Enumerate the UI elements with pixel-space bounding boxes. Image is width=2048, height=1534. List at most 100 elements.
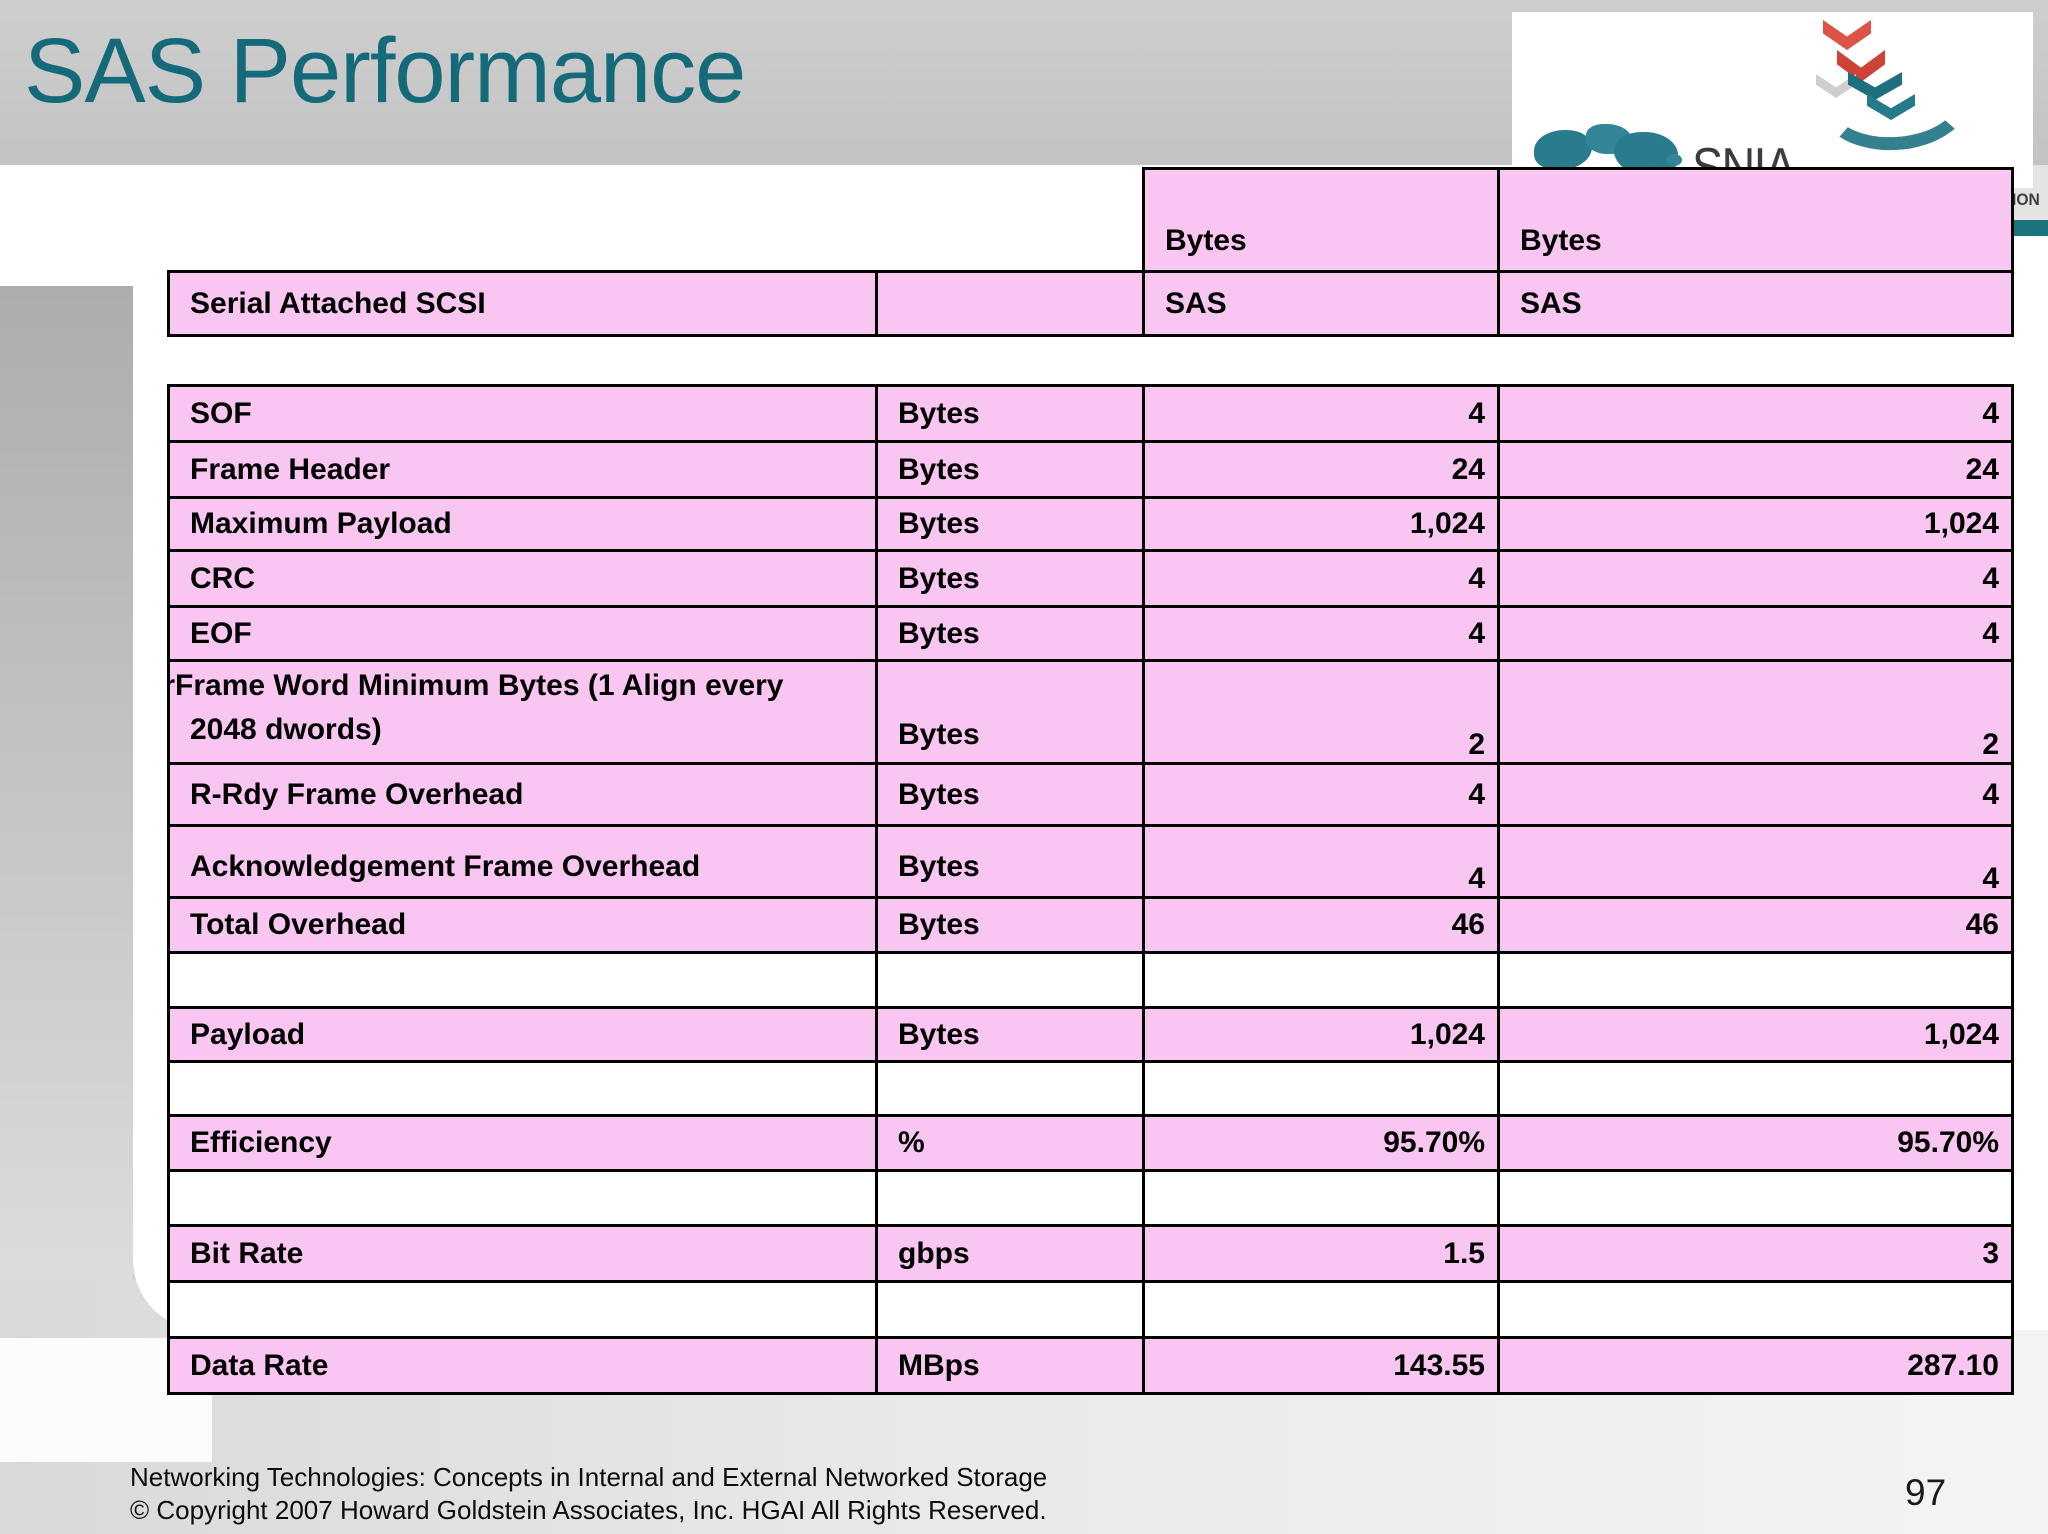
row-label: EOF (167, 605, 878, 662)
row-label: R-Rdy Frame Overhead (167, 762, 878, 827)
table-row-blank (167, 1060, 2014, 1117)
row-label: Acknowledgement Frame Overhead (167, 824, 878, 899)
row-label: Maximum Payload (167, 496, 878, 552)
row-value-sas2: 95.70% (1497, 1114, 2014, 1172)
row-unit: Bytes (875, 384, 1145, 443)
row-label: SOF (167, 384, 878, 443)
row-value-sas1: 4 (1142, 605, 1500, 662)
table-row-blank (167, 1280, 2014, 1339)
row-value-sas1: 4 (1142, 824, 1500, 899)
row-value-sas1: 4 (1142, 762, 1500, 827)
table-row-data-rate: Data Rate MBps 143.55 287.10 (167, 1336, 2014, 1395)
blank-cell (875, 951, 1145, 1009)
row-value-sas2: 4 (1497, 549, 2014, 608)
chevron-icon (1823, 20, 1871, 50)
row-label: Efficiency (167, 1114, 878, 1172)
page-number: 97 (1905, 1472, 1947, 1513)
header-cell-sas-1: SAS (1142, 270, 1500, 337)
row-value-sas1: 46 (1142, 896, 1500, 954)
snia-logo: SNIA (1512, 12, 2033, 196)
table-row-sof: SOF Bytes 4 4 (167, 384, 2014, 443)
header-spacer (169, 169, 1144, 272)
blank-cell (1142, 951, 1500, 1009)
blank-cell (875, 1169, 1145, 1227)
row-label: Bit Rate (167, 1224, 878, 1283)
table-row-ack: Acknowledgement Frame Overhead Bytes 4 4 (167, 824, 2014, 899)
row-value-sas1: 24 (1142, 440, 1500, 499)
blank-cell (1142, 1280, 1500, 1339)
row-value-sas2: 1,024 (1497, 1006, 2014, 1063)
blank-cell (167, 1169, 878, 1227)
row-value-sas2: 4 (1497, 605, 2014, 662)
table-row-total-overhead: Total Overhead Bytes 46 46 (167, 896, 2014, 954)
row-value-sas1: 4 (1142, 384, 1500, 443)
row-value-sas2: 1,024 (1497, 496, 2014, 552)
row-label: Frame Header (167, 440, 878, 499)
header-cell-empty (875, 270, 1145, 337)
row-unit: Bytes (875, 605, 1145, 662)
blank-cell (875, 1060, 1145, 1117)
row-value-sas1: 1,024 (1142, 496, 1500, 552)
row-unit: Bytes (875, 659, 1145, 765)
education-text-fragment: ION (2012, 190, 2040, 209)
table-row-frame-header: Frame Header Bytes 24 24 (167, 440, 2014, 499)
blank-cell (167, 1060, 878, 1117)
row-value-sas2: 4 (1497, 824, 2014, 899)
row-value-sas2: 287.10 (1497, 1336, 2014, 1395)
table-row-eof: EOF Bytes 4 4 (167, 605, 2014, 662)
row-unit: Bytes (875, 762, 1145, 827)
blank-cell (1497, 951, 2014, 1009)
row-label: CRC (167, 549, 878, 608)
row-value-sas2: 4 (1497, 384, 2014, 443)
row-unit: % (875, 1114, 1145, 1172)
row-unit: Bytes (875, 824, 1145, 899)
row-value-sas2: 2 (1497, 659, 2014, 765)
row-label: Data Rate (167, 1336, 878, 1395)
row-value-sas2: 24 (1497, 440, 2014, 499)
slide-title: SAS Performance (24, 20, 746, 122)
world-map-icon (1666, 154, 1682, 166)
footer: Networking Technologies: Concepts in Int… (130, 1461, 1047, 1527)
blank-cell (1142, 1169, 1500, 1227)
world-map-icon (1534, 130, 1592, 170)
table-row-efficiency: Efficiency % 95.70% 95.70% (167, 1114, 2014, 1172)
table-row-bit-rate: Bit Rate gbps 1.5 3 (167, 1224, 2014, 1283)
blank-cell (1497, 1169, 2014, 1227)
teal-accent-bar (2011, 220, 2048, 236)
table-row-blank (167, 1169, 2014, 1227)
row-label: InterFrame Word Minimum Bytes (1 Align e… (167, 659, 878, 765)
header-row-bytes: Bytes Bytes (169, 167, 2014, 273)
row-value-sas2: 4 (1497, 762, 2014, 827)
header-cell-sas-2: SAS (1497, 270, 2014, 337)
row-unit: Bytes (875, 549, 1145, 608)
row-unit: Bytes (875, 440, 1145, 499)
footer-line-2: © Copyright 2007 Howard Goldstein Associ… (130, 1495, 1047, 1525)
row-unit: MBps (875, 1336, 1145, 1395)
row-value-sas1: 143.55 (1142, 1336, 1500, 1395)
row-value-sas1: 95.70% (1142, 1114, 1500, 1172)
row-unit: gbps (875, 1224, 1145, 1283)
table-row-rrdy: R-Rdy Frame Overhead Bytes 4 4 (167, 762, 2014, 827)
table-row-payload: Payload Bytes 1,024 1,024 (167, 1006, 2014, 1063)
blank-cell (1142, 1060, 1500, 1117)
header-cell-title: Serial Attached SCSI (167, 270, 878, 337)
blank-cell (1497, 1060, 2014, 1117)
header-row-sas: Serial Attached SCSI SAS SAS (167, 270, 2014, 337)
row-value-sas1: 1.5 (1142, 1224, 1500, 1283)
table-row-crc: CRC Bytes 4 4 (167, 549, 2014, 608)
blank-cell (167, 951, 878, 1009)
performance-table: SOF Bytes 4 4 Frame Header Bytes 24 24 M… (167, 384, 2014, 1395)
table-row-blank (167, 951, 2014, 1009)
row-value-sas1: 2 (1142, 659, 1500, 765)
left-gray-strip (0, 165, 133, 1280)
row-unit: Bytes (875, 896, 1145, 954)
blank-cell (1497, 1280, 2014, 1339)
blank-cell (167, 1280, 878, 1339)
header-cell-bytes-1: Bytes (1142, 167, 1500, 273)
row-value-sas2: 3 (1497, 1224, 2014, 1283)
blank-cell (875, 1280, 1145, 1339)
row-value-sas1: 4 (1142, 549, 1500, 608)
row-unit: Bytes (875, 1006, 1145, 1063)
header-table: Bytes Bytes Serial Attached SCSI SAS SAS (167, 167, 2014, 337)
row-unit: Bytes (875, 496, 1145, 552)
